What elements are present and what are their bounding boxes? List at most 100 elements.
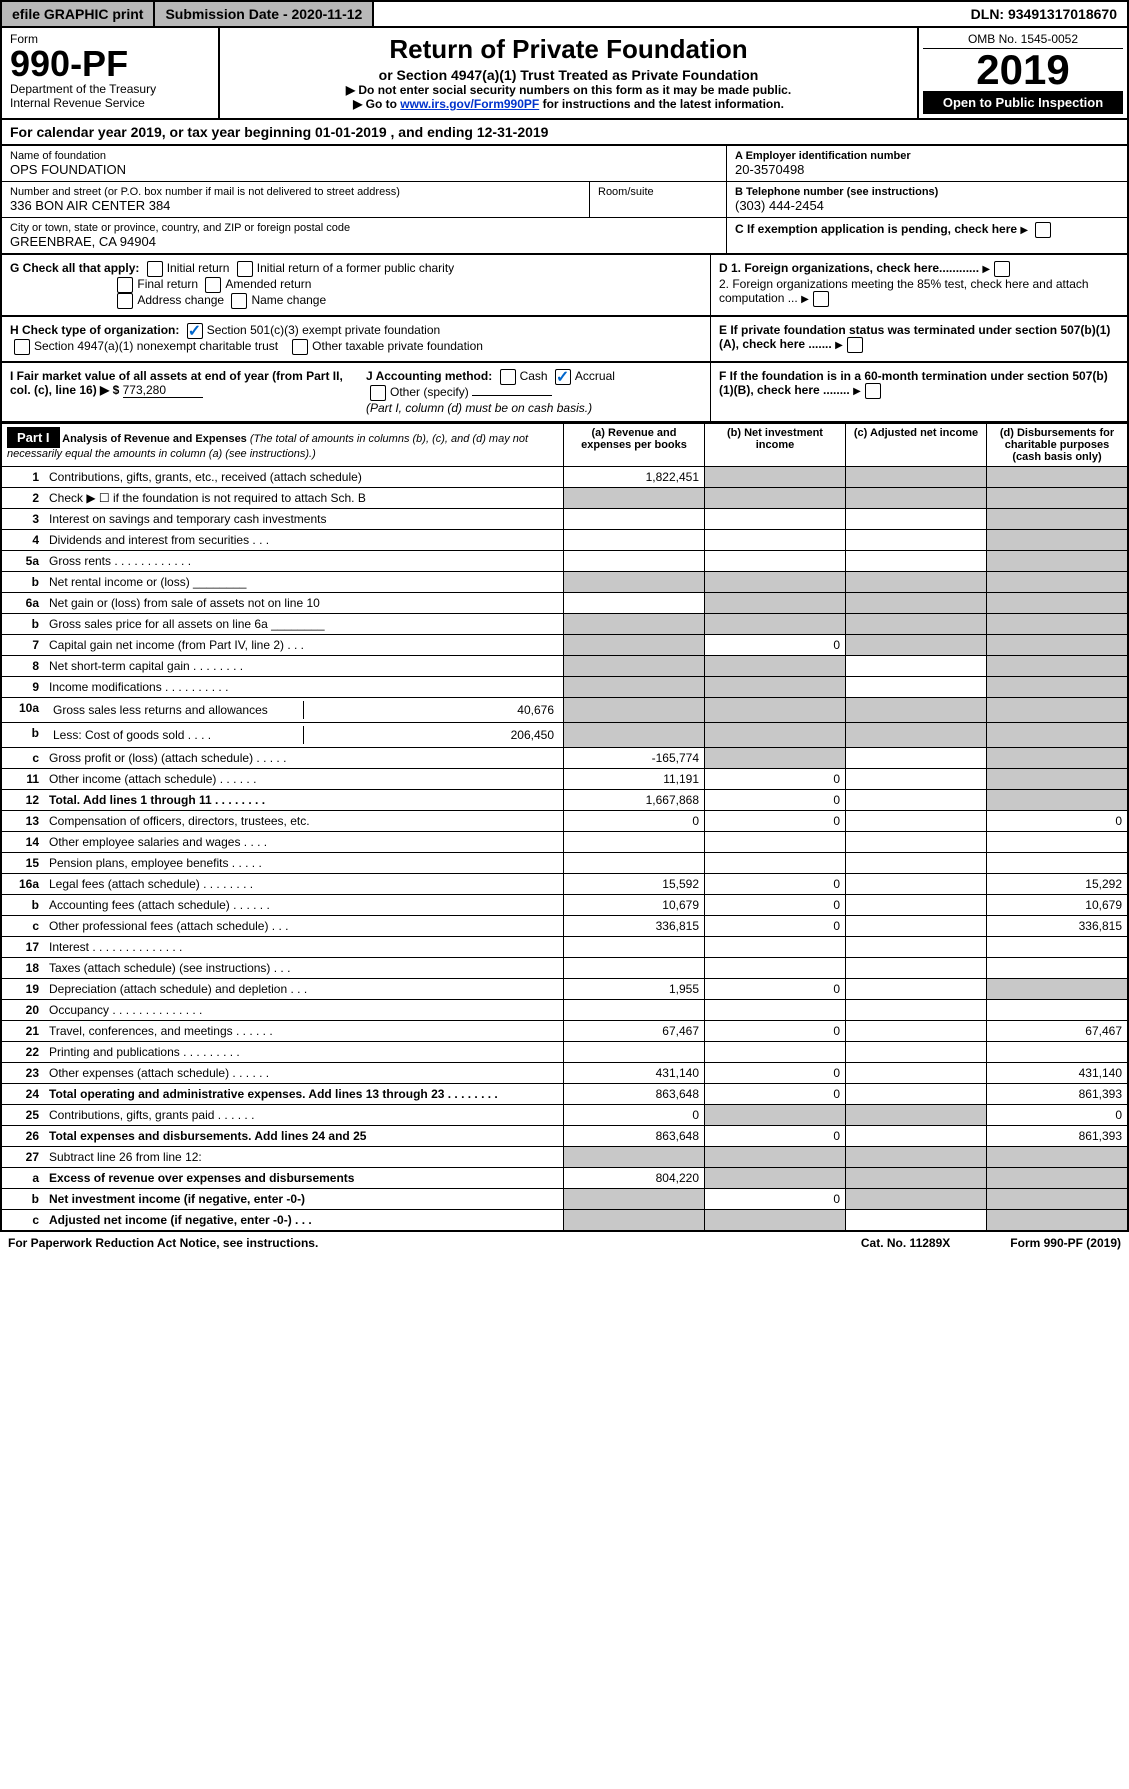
table-row: b Net investment income (if negative, en…: [1, 1189, 1128, 1210]
line-number: 4: [1, 530, 44, 551]
line-number: 25: [1, 1105, 44, 1126]
table-row: 19 Depreciation (attach schedule) and de…: [1, 979, 1128, 1000]
line-desc: Taxes (attach schedule) (see instruction…: [44, 958, 564, 979]
line-desc: Dividends and interest from securities .…: [44, 530, 564, 551]
line-number: 13: [1, 811, 44, 832]
col-b-value: [705, 1042, 846, 1063]
opt-final: Final return: [137, 277, 198, 291]
line-number: c: [1, 1210, 44, 1231]
line-desc: Legal fees (attach schedule) . . . . . .…: [44, 874, 564, 895]
col-d-value: [987, 698, 1129, 723]
col-d-value: [987, 723, 1129, 748]
col-a-value: 804,220: [564, 1168, 705, 1189]
irs-label: Internal Revenue Service: [10, 96, 210, 110]
col-b-value: [705, 723, 846, 748]
col-c-value: [846, 1042, 987, 1063]
col-b-value: [705, 677, 846, 698]
col-a-value: 0: [564, 811, 705, 832]
col-d-value: 0: [987, 1105, 1129, 1126]
header-right: OMB No. 1545-0052 2019 Open to Public In…: [917, 28, 1127, 118]
e-label: E If private foundation status was termi…: [719, 323, 1110, 351]
line-number: b: [1, 723, 44, 748]
table-row: 10a Gross sales less returns and allowan…: [1, 698, 1128, 723]
city-value: GREENBRAE, CA 94904: [10, 234, 718, 249]
col-b-value: 0: [705, 769, 846, 790]
efile-print-button[interactable]: efile GRAPHIC print: [2, 2, 155, 26]
col-a-value: 336,815: [564, 916, 705, 937]
d2-label: 2. Foreign organizations meeting the 85%…: [719, 277, 1089, 305]
col-d-value: [987, 958, 1129, 979]
arrow-icon: [1020, 222, 1028, 236]
line-desc: Adjusted net income (if negative, enter …: [44, 1210, 564, 1231]
arrow-icon: [853, 383, 861, 397]
open-public-badge: Open to Public Inspection: [923, 91, 1123, 114]
name-change-checkbox[interactable]: [231, 293, 247, 309]
col-c-value: [846, 832, 987, 853]
col-b-value: [705, 467, 846, 488]
initial-return-checkbox[interactable]: [147, 261, 163, 277]
f-checkbox[interactable]: [865, 383, 881, 399]
col-b-value: [705, 530, 846, 551]
col-a-value: [564, 958, 705, 979]
d1-checkbox[interactable]: [994, 261, 1010, 277]
501c3-checkbox[interactable]: [187, 323, 203, 339]
line-number: a: [1, 1168, 44, 1189]
line-number: 14: [1, 832, 44, 853]
col-a-value: [564, 698, 705, 723]
exemption-checkbox[interactable]: [1035, 222, 1051, 238]
line-desc: Less: Cost of goods sold . . . .206,450: [44, 723, 564, 748]
amended-checkbox[interactable]: [205, 277, 221, 293]
page-footer: For Paperwork Reduction Act Notice, see …: [0, 1231, 1129, 1254]
col-a-value: [564, 509, 705, 530]
line-number: 7: [1, 635, 44, 656]
line-desc: Contributions, gifts, grants, etc., rece…: [44, 467, 564, 488]
form-note-2: ▶ Go to www.irs.gov/Form990PF for instru…: [224, 97, 913, 111]
accrual-checkbox[interactable]: [555, 369, 571, 385]
col-a-value: [564, 635, 705, 656]
col-a-value: [564, 593, 705, 614]
col-b-value: [705, 698, 846, 723]
col-c-value: [846, 790, 987, 811]
j-accrual: Accrual: [575, 369, 615, 383]
initial-public-checkbox[interactable]: [237, 261, 253, 277]
col-a-value: 863,648: [564, 1084, 705, 1105]
col-b-value: 0: [705, 895, 846, 916]
address-cell: Number and street (or P.O. box number if…: [2, 182, 590, 217]
line-number: b: [1, 895, 44, 916]
col-a-value: 431,140: [564, 1063, 705, 1084]
header-left: Form 990-PF Department of the Treasury I…: [2, 28, 220, 118]
dept-label: Department of the Treasury: [10, 82, 210, 96]
table-row: 27 Subtract line 26 from line 12:: [1, 1147, 1128, 1168]
note2-pre: ▶ Go to: [353, 97, 400, 111]
line-desc: Income modifications . . . . . . . . . .: [44, 677, 564, 698]
line-desc: Total. Add lines 1 through 11 . . . . . …: [44, 790, 564, 811]
col-d-header: (d) Disbursements for charitable purpose…: [987, 424, 1129, 467]
address-change-checkbox[interactable]: [117, 293, 133, 309]
d2-checkbox[interactable]: [813, 291, 829, 307]
j-other: Other (specify): [390, 385, 469, 399]
col-c-value: [846, 895, 987, 916]
line-desc: Printing and publications . . . . . . . …: [44, 1042, 564, 1063]
col-c-value: [846, 488, 987, 509]
note2-post: for instructions and the latest informat…: [539, 97, 784, 111]
e-checkbox[interactable]: [847, 337, 863, 353]
table-row: 12 Total. Add lines 1 through 11 . . . .…: [1, 790, 1128, 811]
other-taxable-checkbox[interactable]: [292, 339, 308, 355]
cash-checkbox[interactable]: [500, 369, 516, 385]
form990pf-link[interactable]: www.irs.gov/Form990PF: [400, 97, 539, 111]
col-a-value: 1,955: [564, 979, 705, 1000]
line-number: c: [1, 748, 44, 769]
line-number: 24: [1, 1084, 44, 1105]
line-desc: Excess of revenue over expenses and disb…: [44, 1168, 564, 1189]
final-return-checkbox[interactable]: [117, 277, 133, 293]
other-method-checkbox[interactable]: [370, 385, 386, 401]
4947-checkbox[interactable]: [14, 339, 30, 355]
col-d-value: [987, 979, 1129, 1000]
table-row: b Less: Cost of goods sold . . . .206,45…: [1, 723, 1128, 748]
ein-cell: A Employer identification number 20-3570…: [727, 146, 1127, 182]
exemption-cell: C If exemption application is pending, c…: [727, 218, 1127, 242]
col-a-value: [564, 656, 705, 677]
col-c-value: [846, 530, 987, 551]
col-a-value: [564, 488, 705, 509]
line-number: b: [1, 614, 44, 635]
